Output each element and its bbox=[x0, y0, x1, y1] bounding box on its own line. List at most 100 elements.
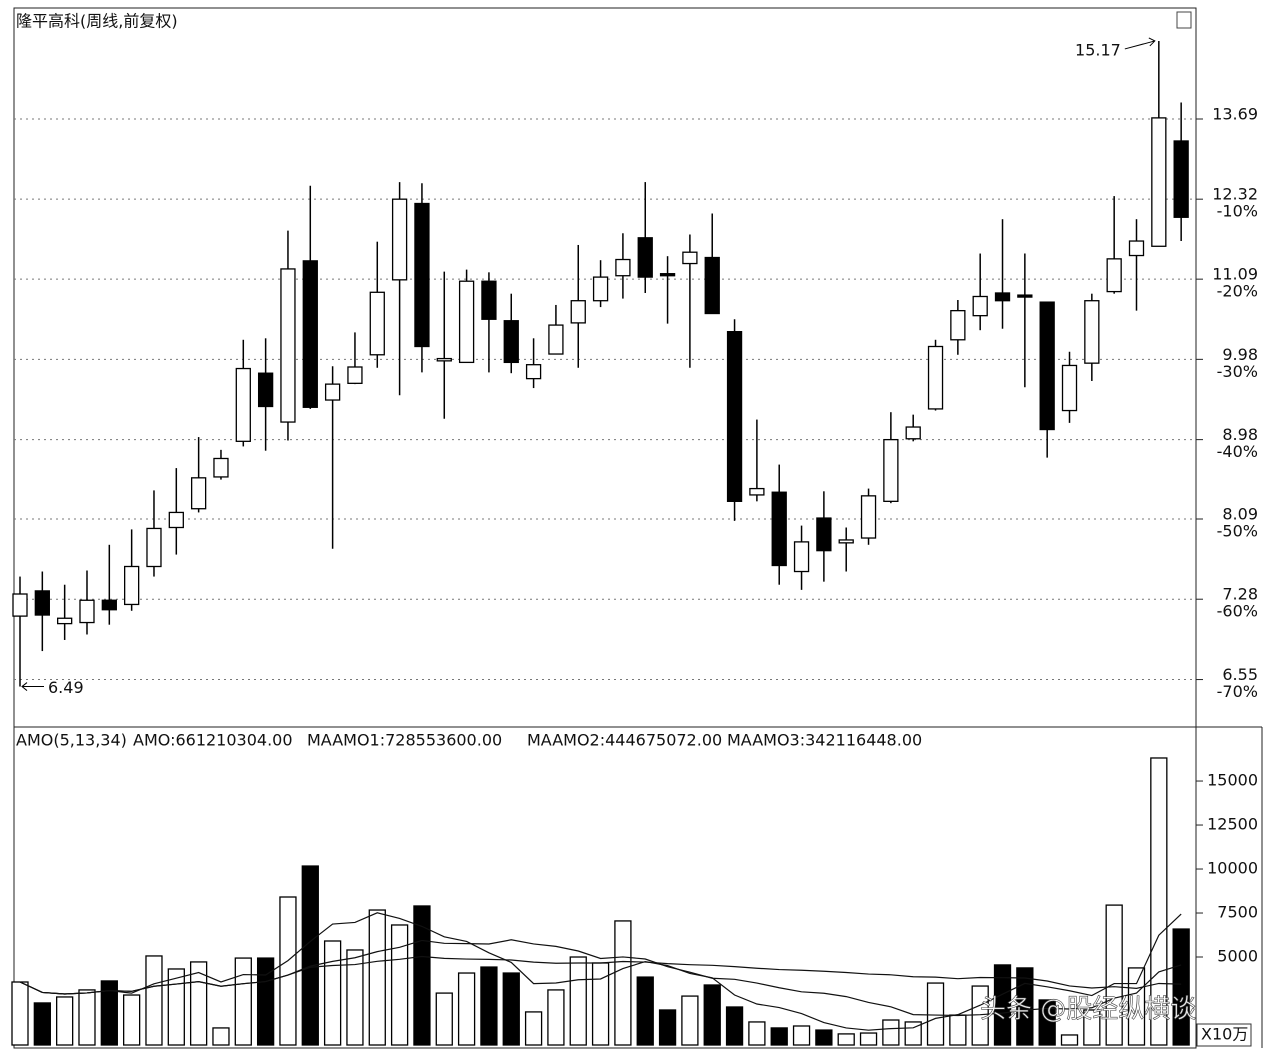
candle-body bbox=[324, 383, 341, 401]
volume-bar bbox=[100, 980, 118, 1046]
volume-bar bbox=[1083, 1009, 1101, 1046]
volume-bar bbox=[681, 995, 699, 1046]
y-tick-label: 12500 bbox=[1207, 815, 1258, 834]
pct-tick-label: -30% bbox=[1217, 362, 1258, 381]
readout: AMO:661210304.00 bbox=[133, 731, 293, 750]
candle-body bbox=[280, 268, 296, 423]
volume-bar bbox=[457, 972, 476, 1046]
pct-tick-label: -20% bbox=[1217, 282, 1258, 301]
candle-body bbox=[213, 457, 229, 478]
candle-body bbox=[257, 372, 274, 408]
volume-bar bbox=[123, 994, 141, 1046]
volume-bar bbox=[1038, 999, 1056, 1046]
volume-bar bbox=[33, 1002, 51, 1046]
candle-body bbox=[391, 198, 408, 281]
candle-body bbox=[235, 367, 251, 442]
ma-line bbox=[19, 955, 1182, 995]
volume-bar bbox=[837, 1033, 855, 1046]
candle-body bbox=[1061, 364, 1078, 412]
candle-body bbox=[771, 491, 787, 567]
y-tick-label: 11.09 bbox=[1212, 265, 1258, 284]
candle-body bbox=[168, 511, 184, 529]
readout: MAAMO1:728553600.00 bbox=[307, 731, 502, 750]
arrow bbox=[1124, 37, 1156, 50]
volume-bar bbox=[792, 1025, 811, 1046]
candle-body bbox=[34, 590, 50, 616]
candle-body bbox=[481, 280, 497, 320]
volume-bar bbox=[770, 1027, 788, 1046]
candle-body bbox=[927, 345, 944, 410]
arrow bbox=[21, 682, 44, 691]
candle-body bbox=[682, 251, 698, 265]
y-tick-label: 15000 bbox=[1207, 771, 1258, 790]
candle-body bbox=[525, 364, 542, 380]
candle-body bbox=[124, 565, 140, 606]
volume-bar bbox=[591, 962, 610, 1046]
candle-body bbox=[1039, 301, 1055, 431]
candle-body bbox=[905, 426, 921, 440]
candle-body bbox=[615, 258, 631, 277]
volume-legend: AMO(5,13,34) AMO:661210304.00 MAAMO1:728… bbox=[16, 731, 922, 750]
volume-bar bbox=[949, 1014, 967, 1046]
volume-bar bbox=[815, 1029, 833, 1046]
candle-body bbox=[369, 291, 385, 356]
volume-bar bbox=[56, 996, 74, 1046]
pct-tick-label: -10% bbox=[1217, 202, 1258, 221]
candle-body bbox=[79, 599, 95, 624]
y-tick-label: 13.69 bbox=[1212, 104, 1258, 123]
readout: MAAMO2:444675072.00 bbox=[527, 731, 722, 750]
y-tick-label: 8.09 bbox=[1222, 504, 1258, 523]
candle-body bbox=[347, 366, 363, 384]
candle-body bbox=[458, 280, 475, 364]
candle-body bbox=[101, 599, 117, 611]
volume-bar bbox=[1150, 757, 1168, 1046]
candle-body bbox=[190, 477, 207, 510]
indicator-title: AMO(5,13,34) bbox=[16, 731, 127, 750]
candle-body bbox=[883, 438, 899, 502]
frame bbox=[13, 7, 1197, 1049]
candle-body bbox=[1151, 117, 1167, 247]
volume-bar bbox=[658, 1009, 677, 1046]
candle-body bbox=[548, 324, 564, 355]
candle-body bbox=[860, 495, 877, 539]
volume-bar bbox=[569, 956, 587, 1046]
candle-body bbox=[570, 300, 586, 324]
watermark: 头条 @股经纵横谈 bbox=[980, 995, 1196, 1025]
volume-bar bbox=[748, 1021, 766, 1046]
candle-body bbox=[1173, 140, 1189, 218]
volume-bar bbox=[234, 957, 252, 1046]
volume-bar bbox=[1172, 928, 1190, 1046]
volume-bar bbox=[78, 989, 96, 1046]
volume-bar bbox=[524, 1011, 543, 1046]
volume-bar bbox=[1060, 1034, 1079, 1046]
candle-body bbox=[436, 357, 452, 362]
y-tick-label: 7.28 bbox=[1222, 585, 1258, 604]
candle-body bbox=[816, 517, 832, 552]
volume-bar bbox=[301, 865, 319, 1046]
candle-body bbox=[994, 292, 1011, 302]
candle-body bbox=[637, 237, 653, 278]
volume-bar bbox=[212, 1027, 230, 1046]
candle-body bbox=[972, 295, 988, 317]
y-tick-label: 5000 bbox=[1217, 947, 1258, 966]
ma-line bbox=[19, 912, 1182, 1031]
volume-bar bbox=[1105, 904, 1123, 1046]
candle-body bbox=[302, 260, 318, 408]
volume-bar bbox=[11, 981, 29, 1046]
unit-box bbox=[1196, 1023, 1252, 1047]
volume-bar bbox=[614, 920, 632, 1046]
volume-bar bbox=[993, 964, 1012, 1046]
volume-bar bbox=[725, 1006, 744, 1046]
volume-bar bbox=[636, 976, 654, 1046]
max-label: 15.17 bbox=[1075, 40, 1121, 59]
volume-bar bbox=[502, 972, 520, 1046]
candle-body bbox=[12, 593, 28, 617]
candle-body bbox=[659, 273, 676, 277]
pct-tick-label: -50% bbox=[1217, 521, 1258, 540]
y-tick-label: 6.55 bbox=[1222, 665, 1258, 684]
volume-bar bbox=[346, 949, 364, 1046]
volume-bar bbox=[390, 924, 409, 1046]
volume-bar bbox=[167, 968, 185, 1046]
candle-body bbox=[146, 527, 162, 568]
